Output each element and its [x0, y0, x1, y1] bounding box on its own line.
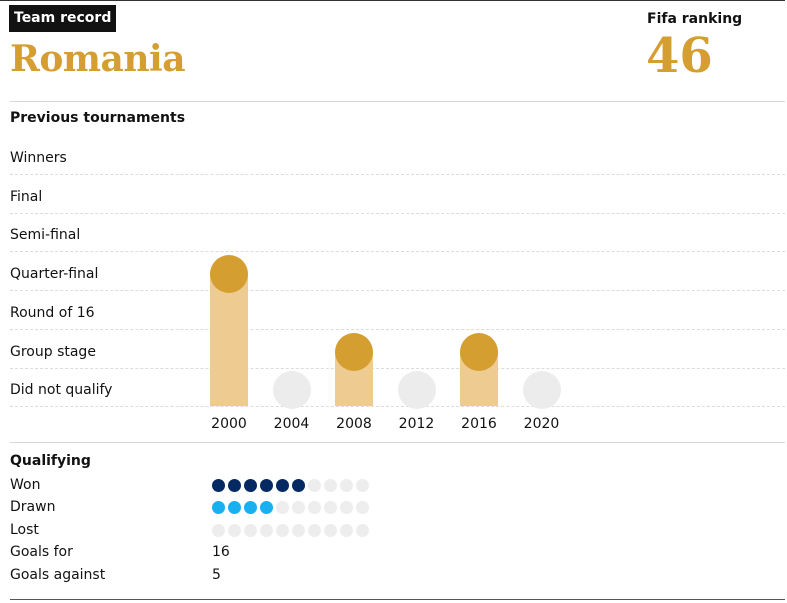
result-bar	[210, 274, 248, 407]
won-pip	[276, 479, 289, 492]
year-tick-label: 2020	[523, 416, 560, 432]
empty-pip	[324, 524, 337, 537]
empty-pip	[308, 479, 321, 492]
empty-pip	[324, 501, 337, 514]
stage-label: Group stage	[10, 343, 96, 360]
goals-against-label: Goals against	[10, 567, 106, 583]
goals-against-value: 5	[212, 567, 221, 583]
empty-pip	[356, 501, 369, 514]
empty-pip	[340, 479, 353, 492]
empty-pip	[292, 524, 305, 537]
empty-pip	[260, 524, 273, 537]
empty-pip	[228, 524, 241, 537]
stage-label: Final	[10, 188, 43, 205]
won-label: Won	[10, 477, 41, 493]
drawn-pip	[260, 501, 273, 514]
stage-gridline	[10, 174, 785, 175]
year-tick-label: 2004	[273, 416, 310, 432]
stage-gridline	[10, 251, 785, 253]
empty-pip	[276, 501, 289, 514]
country-name: Romania	[10, 38, 186, 80]
header-divider	[10, 101, 785, 102]
result-marker	[335, 332, 373, 371]
year-tick-label: 2012	[398, 416, 435, 432]
empty-pip	[340, 501, 353, 514]
drawn-pip	[212, 501, 225, 514]
won-pip	[228, 479, 241, 492]
stage-gridline	[10, 367, 785, 369]
section-badge: Team record	[9, 5, 117, 32]
result-marker	[210, 255, 248, 294]
stage-gridline	[10, 212, 785, 214]
empty-pip	[324, 479, 337, 492]
won-pip	[244, 479, 257, 492]
empty-pip	[292, 501, 305, 514]
drawn-label: Drawn	[10, 499, 56, 515]
empty-pip	[356, 524, 369, 537]
drawn-pips	[212, 501, 369, 514]
year-tick-label: 2008	[336, 416, 372, 432]
stage-label: Semi-final	[10, 227, 81, 244]
empty-pip	[308, 524, 321, 537]
stage-label: Winners	[10, 150, 67, 166]
stage-label: Quarter-final	[10, 266, 99, 283]
stage-gridline	[10, 406, 785, 408]
bottom-rule	[10, 599, 785, 600]
year-tick-label: 2000	[211, 416, 247, 432]
lost-label: Lost	[10, 522, 39, 538]
empty-pip	[356, 479, 369, 492]
result-marker	[460, 332, 498, 371]
empty-pip	[244, 524, 257, 537]
lost-pips	[212, 524, 369, 537]
empty-pip	[340, 524, 353, 537]
drawn-pip	[228, 501, 241, 514]
stage-label: Round of 16	[10, 304, 95, 321]
won-pip	[292, 479, 305, 492]
not-qualified-marker	[397, 371, 436, 410]
won-pip	[260, 479, 273, 492]
chart-divider	[10, 442, 785, 443]
fifa-ranking-value: 46	[646, 28, 713, 84]
not-qualified-marker	[522, 371, 561, 410]
stage-label: Did not qualify	[10, 382, 113, 399]
empty-pip	[212, 524, 225, 537]
qualifying-title: Qualifying	[10, 453, 91, 469]
drawn-pip	[244, 501, 257, 514]
stage-gridline	[10, 328, 785, 330]
tournaments-title: Previous tournaments	[10, 110, 186, 126]
empty-pip	[308, 501, 321, 514]
won-pips	[212, 479, 369, 492]
year-tick-label: 2016	[461, 416, 497, 432]
fifa-ranking-label: Fifa ranking	[647, 11, 743, 27]
goals-for-value: 16	[212, 544, 230, 560]
stage-gridline	[10, 290, 785, 292]
empty-pip	[276, 524, 289, 537]
goals-for-label: Goals for	[10, 544, 73, 560]
won-pip	[212, 479, 225, 492]
not-qualified-marker	[272, 371, 311, 410]
top-rule	[0, 0, 785, 1]
